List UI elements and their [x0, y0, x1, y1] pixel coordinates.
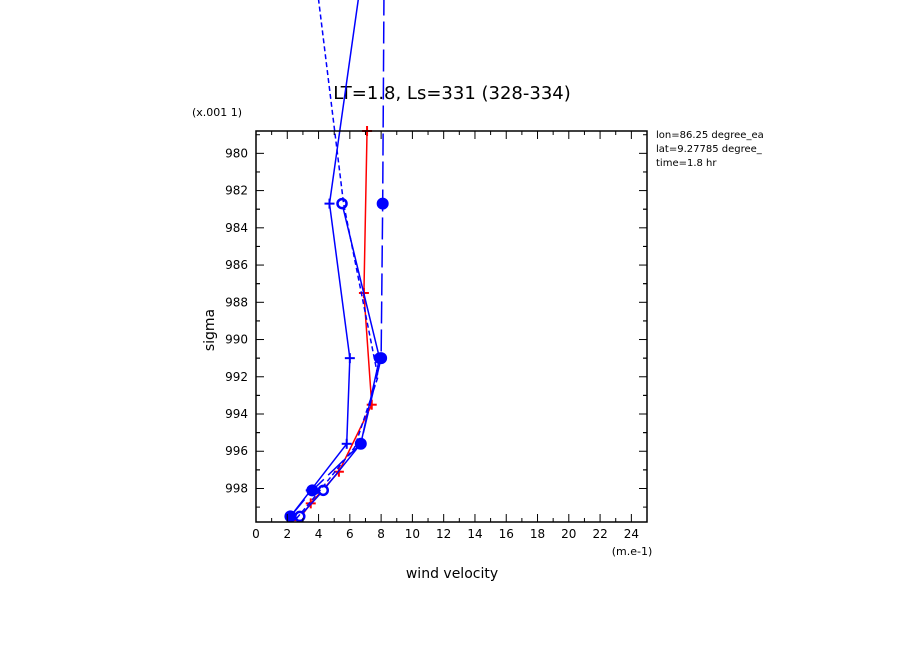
info-lat: lat=9.27785 degree_ [656, 144, 763, 155]
y-tick-label: 982 [225, 184, 248, 198]
series-line-0 [297, 130, 373, 521]
series-layer [284, 0, 389, 522]
y-axis-label: sigma [202, 309, 218, 351]
x-tick-label: 12 [436, 527, 451, 541]
x-tick-label: 2 [283, 527, 291, 541]
y-tick-label: 994 [225, 407, 248, 421]
y-tick-label: 980 [225, 146, 248, 160]
y-tick-label: 992 [225, 370, 248, 384]
series-point-dot [284, 510, 297, 522]
x-tick-label: 4 [315, 527, 323, 541]
y-tick-label: 990 [225, 333, 248, 347]
info-lon: lon=86.25 degree_ea [656, 130, 764, 141]
y-tick-label: 984 [225, 221, 248, 235]
y-tick-label: 986 [225, 258, 248, 272]
series-point-plus [324, 198, 335, 209]
series-point-dot [354, 437, 367, 450]
x-tick-label: 20 [561, 527, 576, 541]
chart-title: LT=1.8, Ls=331 (328-334) [333, 83, 571, 104]
series-point-plus [344, 353, 355, 364]
y-tick-label: 996 [225, 444, 248, 458]
x-axis-label: wind velocity [406, 566, 498, 582]
x-tick-label: 10 [405, 527, 420, 541]
x-tick-label: 8 [377, 527, 385, 541]
x-tick-label: 0 [252, 527, 260, 541]
x-tick-label: 18 [530, 527, 545, 541]
info-time: time=1.8 hr [656, 158, 717, 169]
series-point-dot [306, 484, 319, 497]
y-tick-label: 998 [225, 481, 248, 495]
series-line-4 [296, 0, 379, 519]
x-tick-label: 6 [346, 527, 354, 541]
y-tick-label: 988 [225, 295, 248, 309]
plot-frame [255, 130, 648, 523]
x-tick-label: 16 [499, 527, 514, 541]
series-point-dot [375, 352, 388, 365]
x-tick-label: 24 [624, 527, 639, 541]
series-line-1 [289, 0, 359, 517]
series-point-plus [341, 438, 352, 449]
y-unit-label: (x.001 1) [192, 106, 242, 119]
x-tick-label: 14 [467, 527, 482, 541]
series-point-dot [376, 197, 389, 210]
tick-layer: 0 2 4 6 8 10 12 14 16 18 20 22 249809829849869889909… [225, 131, 648, 541]
series-point-circle [336, 197, 348, 210]
x-tick-label: 22 [592, 527, 607, 541]
x-unit-label: (m.e-1) [612, 545, 653, 558]
series-line-2 [299, 203, 381, 517]
